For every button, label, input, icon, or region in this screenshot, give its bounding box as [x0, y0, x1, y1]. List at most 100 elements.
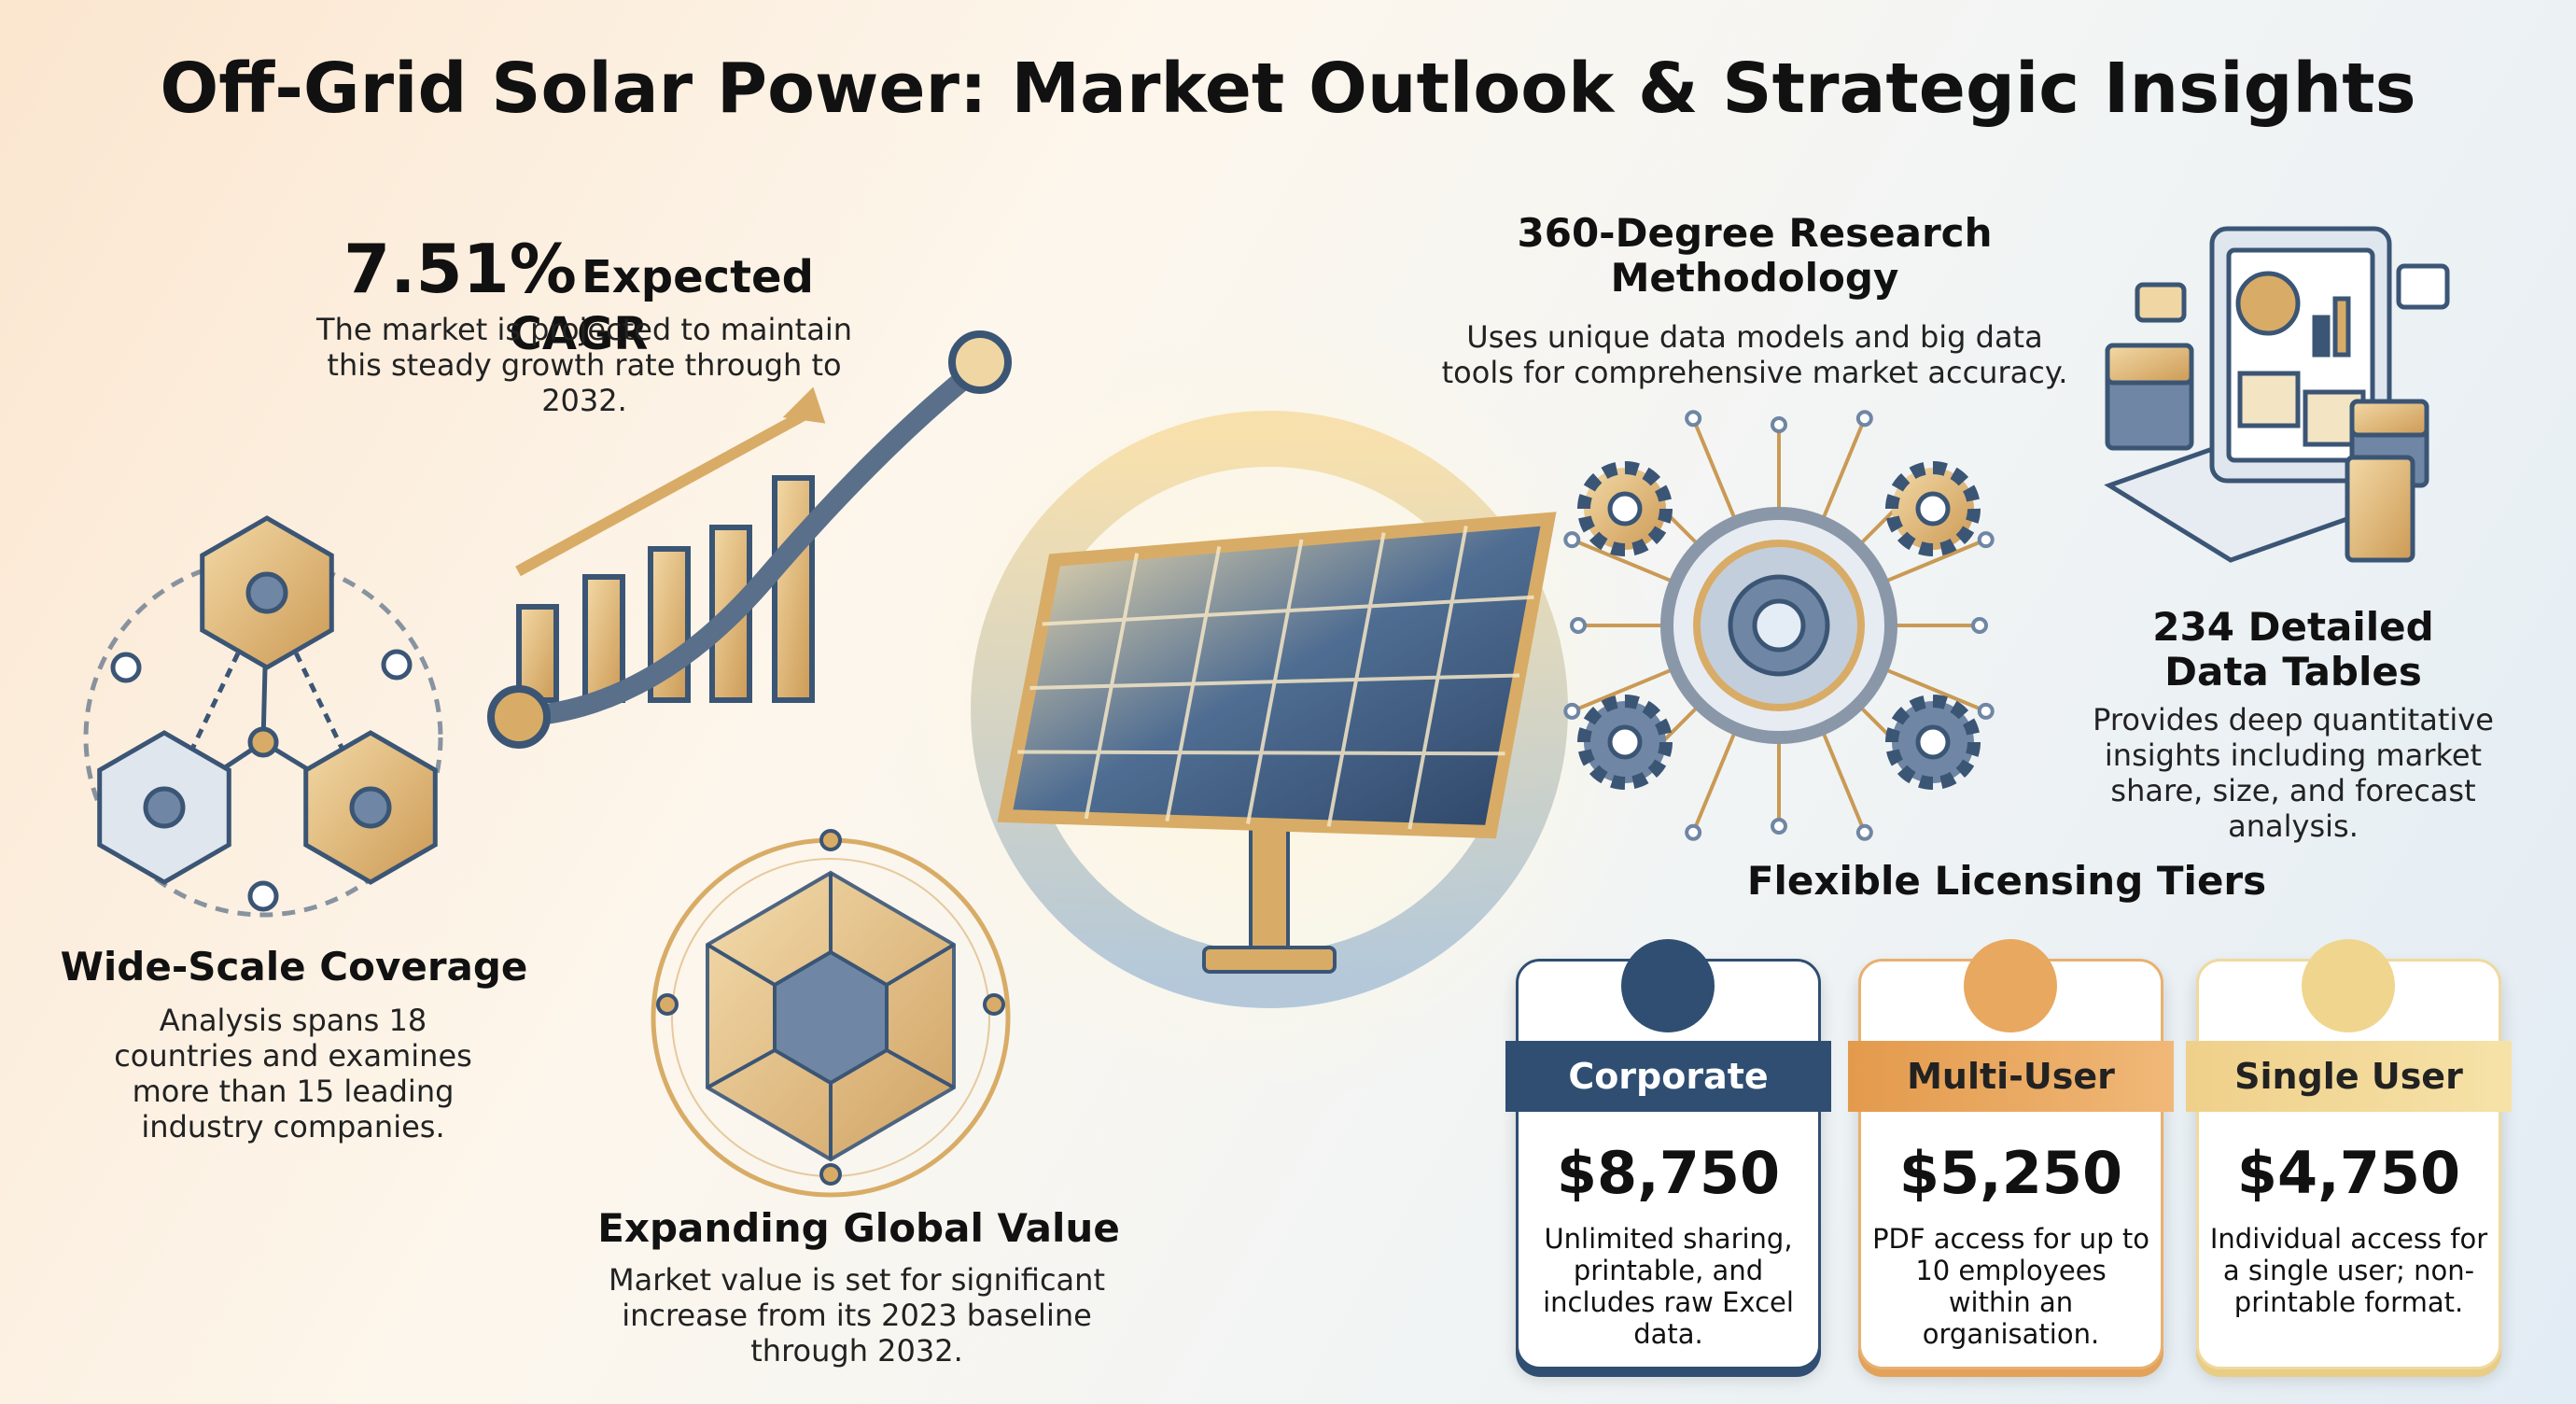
tier-icon [2302, 939, 2395, 1032]
global-value-text: Market value is set for significant incr… [609, 1262, 1105, 1369]
tablet-illustration-part [2349, 399, 2429, 438]
cube-sphere-illustration-part [886, 1048, 955, 1089]
circuit-trace [1885, 538, 1987, 583]
methodology-title: 360-Degree Research Methodology [1517, 210, 1993, 301]
cube-sphere-illustration-part [983, 993, 1005, 1016]
growth-chart-illustration-part-part [582, 574, 625, 703]
circuit-trace [1691, 732, 1737, 834]
circuit-node [1563, 531, 1581, 549]
tier-description: PDF access for up to 10 employees within… [1872, 1223, 2149, 1350]
tablet-illustration-part [2312, 315, 2331, 358]
circuit-node [1977, 531, 1995, 549]
gear-hub [1607, 491, 1643, 526]
tablet-illustration-part [2396, 263, 2450, 310]
cagr-text: The market is projected to maintain this… [316, 312, 852, 418]
panel-grid-line [1029, 673, 1520, 690]
cube-sphere-illustration-part [706, 943, 777, 987]
circuit-node [1563, 702, 1581, 720]
circuit-node [1685, 823, 1702, 841]
circuit-node [1771, 416, 1787, 433]
gear-circuit-illustration [1563, 410, 1995, 841]
tablet-illustration-part [2235, 271, 2301, 336]
panel-grid-line [1042, 595, 1534, 626]
solar-panel-illustration-part [1202, 946, 1337, 974]
hexagon-network-illustration [83, 515, 443, 918]
circuit-node [1977, 702, 1995, 720]
solar-panel-illustration-part [1017, 525, 1534, 830]
tablet-illustration-part [2332, 296, 2351, 358]
circuit-trace [1885, 667, 1987, 713]
growth-chart-illustration-part-part [772, 475, 815, 703]
tier-description: Individual access for a single user; non… [2209, 1223, 2488, 1318]
tier-name: Multi-User [1848, 1041, 2174, 1112]
gear-circuit-illustration-part [1752, 598, 1806, 653]
licensing-title: Flexible Licensing Tiers [1746, 858, 2267, 904]
tier-price: $5,250 [1898, 1139, 2123, 1207]
growth-chart-illustration-part [487, 685, 551, 749]
circuit-trace [1571, 538, 1673, 583]
solar-panel-illustration-part [971, 411, 1568, 1008]
tier-name: Single User [2186, 1041, 2512, 1112]
tablet-illustration-part [2237, 371, 2301, 428]
coverage-title: Wide-Scale Coverage [60, 944, 528, 990]
cagr-value: 7.51% [343, 230, 577, 308]
circuit-node [1771, 818, 1787, 835]
methodology-text: Uses unique data models and big data too… [1441, 319, 2068, 390]
cagr-label: Expected CAGR [509, 251, 814, 360]
license-card: Corporate $8,750 Unlimited sharing, printa… [1505, 939, 1831, 1369]
growth-chart-illustration-part [509, 356, 990, 727]
cube-sphere-illustration-part [656, 993, 679, 1016]
circuit-node [1685, 410, 1702, 428]
tablet-illustration-part [2345, 455, 2415, 563]
tablet-illustration-part [2135, 282, 2187, 323]
growth-chart-illustration [487, 330, 1012, 749]
cagr-heading: 7.51% Expected CAGR [280, 230, 877, 360]
cube-sphere-illustration [651, 829, 1011, 1198]
growth-chart-illustration-part [515, 405, 815, 577]
circuit-trace [1691, 417, 1737, 519]
circuit-node [1971, 617, 1988, 634]
license-card: Multi-User $5,250 PDF access for up to 10 … [1848, 939, 2174, 1369]
circuit-node [1855, 410, 1873, 428]
growth-chart-illustration-part [782, 386, 826, 424]
hexagon-node [143, 786, 186, 829]
cube-sphere-illustration-part [885, 943, 956, 987]
hexagon-network-illustration-part [247, 726, 279, 758]
circuit-node [1570, 617, 1587, 634]
gear-circuit-illustration-part [1577, 461, 1981, 790]
tier-icon [1964, 939, 2057, 1032]
solar-panel-illustration-part [1249, 820, 1290, 954]
circuit-trace [1821, 732, 1867, 834]
license-card: Single User $4,750 Individual access for a… [2186, 939, 2512, 1369]
growth-chart-illustration-part [948, 330, 1012, 394]
solar-panel-illustration [877, 317, 1661, 1102]
hexagon-network-illustration-part [110, 652, 142, 683]
hexagon-node [245, 571, 288, 614]
panel-grid-line [1017, 750, 1505, 756]
cube-sphere-illustration-part [707, 1048, 776, 1089]
tier-description: Unlimited sharing, printable, and includ… [1543, 1223, 1794, 1350]
gear-hub [1915, 724, 1951, 760]
hexagon-node [349, 786, 392, 829]
coverage-text: Analysis spans 18 countries and examines… [114, 1003, 472, 1144]
cube-sphere-illustration-part [819, 829, 842, 851]
tablet-illustration [2104, 226, 2450, 563]
circuit-trace [1571, 667, 1673, 713]
hexagon-network-illustration-part [247, 880, 279, 912]
tier-name: Corporate [1505, 1041, 1831, 1112]
circuit-trace [1821, 417, 1867, 519]
tier-price: $8,750 [1556, 1139, 1781, 1207]
circuit-node [1855, 823, 1873, 841]
hexagon-network-illustration-part [381, 649, 413, 681]
data-tables-text: Provides deep quantitative insights incl… [2093, 702, 2494, 844]
global-value-title: Expanding Global Value [597, 1205, 1120, 1251]
tier-price: $4,750 [2236, 1139, 2461, 1207]
gear-hub [1915, 491, 1951, 526]
cube-sphere-illustration-part [819, 1163, 842, 1186]
page-title: Off-Grid Solar Power: Market Outlook & S… [160, 49, 2416, 129]
tablet-illustration-part [2105, 343, 2194, 386]
tier-icon [1621, 939, 1715, 1032]
